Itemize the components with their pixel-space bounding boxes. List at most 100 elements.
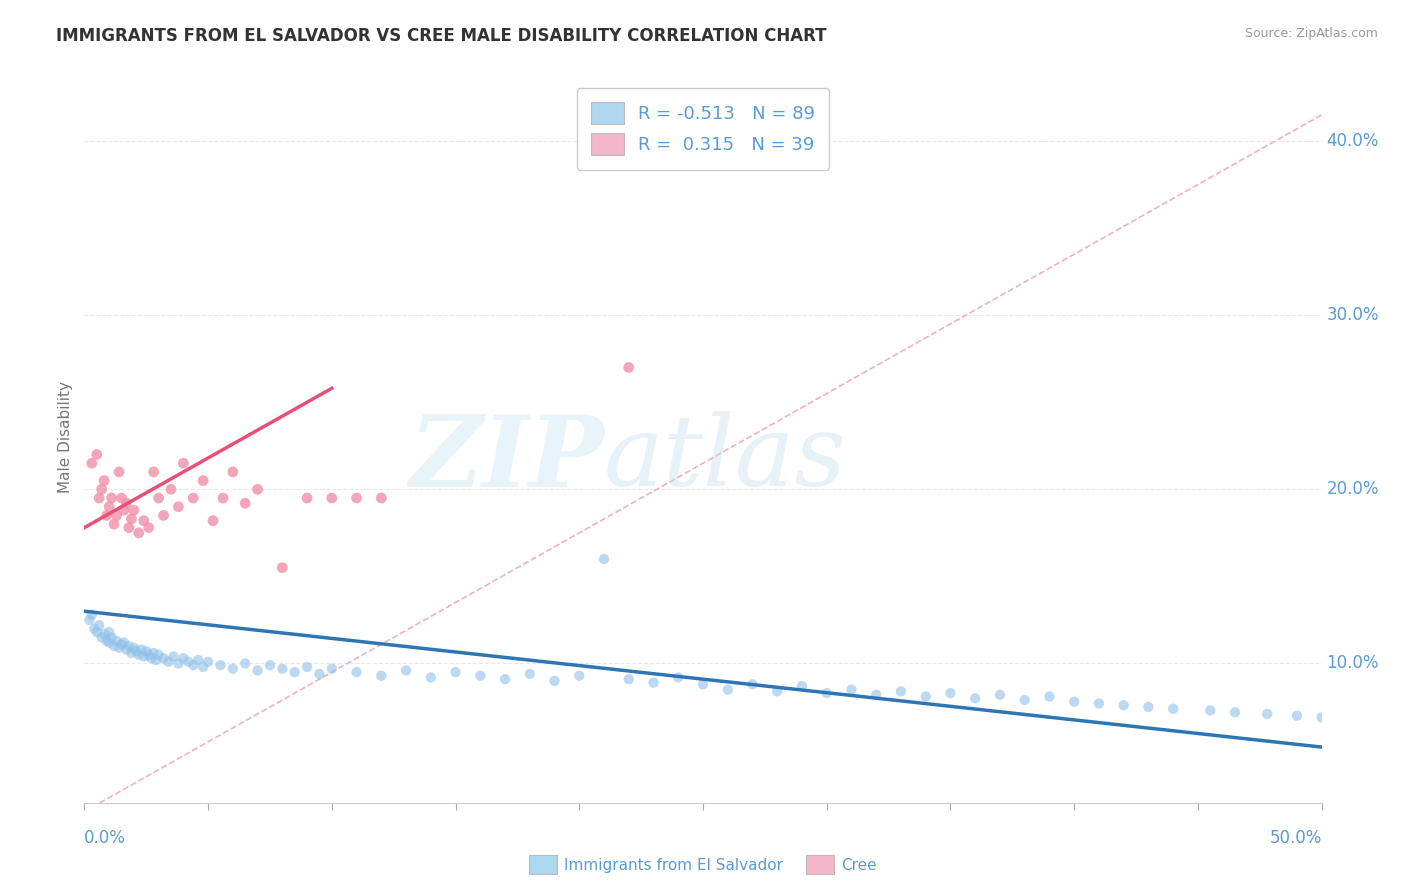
Point <box>148 648 170 662</box>
Point <box>181 491 204 505</box>
Point <box>1310 710 1333 724</box>
Point <box>105 508 128 523</box>
Point <box>939 686 962 700</box>
Point <box>271 560 294 574</box>
Point <box>295 660 318 674</box>
Point <box>233 657 256 671</box>
Point <box>160 483 183 497</box>
Point <box>172 456 194 470</box>
Point <box>110 491 132 505</box>
Point <box>120 646 142 660</box>
Point <box>246 483 269 497</box>
Point <box>914 690 936 704</box>
Point <box>444 665 467 680</box>
Point <box>145 653 167 667</box>
Point <box>494 672 516 686</box>
Point <box>177 655 200 669</box>
Point <box>308 667 330 681</box>
Point <box>115 496 138 510</box>
Point <box>79 613 101 627</box>
Text: 20.0%: 20.0% <box>1327 480 1379 499</box>
Point <box>1038 690 1060 704</box>
Point <box>212 491 235 505</box>
Point <box>370 491 392 505</box>
Point <box>197 655 219 669</box>
Point <box>103 517 125 532</box>
Point <box>108 640 131 655</box>
Point <box>172 651 194 665</box>
Legend: Immigrants from El Salvador, Cree: Immigrants from El Salvador, Cree <box>523 849 883 880</box>
Point <box>965 691 987 706</box>
Point <box>321 491 343 505</box>
Point <box>271 662 294 676</box>
Point <box>284 665 307 680</box>
Point <box>717 682 740 697</box>
Point <box>865 688 887 702</box>
Point <box>132 649 155 664</box>
Text: 40.0%: 40.0% <box>1327 132 1379 150</box>
Point <box>110 637 132 651</box>
Point <box>93 627 115 641</box>
Text: Source: ZipAtlas.com: Source: ZipAtlas.com <box>1244 27 1378 40</box>
Point <box>1014 693 1036 707</box>
Point <box>138 648 160 662</box>
Point <box>187 653 209 667</box>
Point <box>1137 700 1160 714</box>
Point <box>142 646 165 660</box>
Point <box>118 639 141 653</box>
Point <box>246 664 269 678</box>
Point <box>128 648 150 662</box>
Point <box>209 658 232 673</box>
Point <box>321 662 343 676</box>
Point <box>86 448 108 462</box>
Point <box>1063 695 1085 709</box>
Point <box>167 500 190 514</box>
Point <box>741 677 763 691</box>
Point <box>419 670 441 684</box>
Point <box>122 640 145 655</box>
Point <box>259 658 281 673</box>
Point <box>86 625 108 640</box>
Point <box>152 651 174 665</box>
Point <box>157 655 180 669</box>
Point <box>790 679 813 693</box>
Point <box>142 465 165 479</box>
Point <box>98 635 121 649</box>
Point <box>181 658 204 673</box>
Point <box>132 514 155 528</box>
Point <box>96 508 118 523</box>
Point <box>988 688 1011 702</box>
Point <box>128 525 150 540</box>
Point <box>118 521 141 535</box>
Point <box>692 677 714 691</box>
Text: 50.0%: 50.0% <box>1270 829 1322 847</box>
Text: ZIP: ZIP <box>409 411 605 508</box>
Point <box>135 644 157 658</box>
Point <box>83 622 105 636</box>
Point <box>98 500 121 514</box>
Point <box>295 491 318 505</box>
Point <box>105 633 128 648</box>
Point <box>100 631 122 645</box>
Point <box>80 456 103 470</box>
Point <box>167 657 190 671</box>
Point <box>141 651 163 665</box>
Point <box>125 644 148 658</box>
Text: atlas: atlas <box>605 411 846 507</box>
Point <box>1199 704 1222 718</box>
Point <box>841 682 863 697</box>
Text: 0.0%: 0.0% <box>84 829 127 847</box>
Point <box>115 642 138 657</box>
Point <box>1285 708 1308 723</box>
Point <box>112 503 135 517</box>
Point <box>222 465 245 479</box>
Point <box>346 665 368 680</box>
Point <box>1112 698 1135 713</box>
Text: 10.0%: 10.0% <box>1327 655 1379 673</box>
Point <box>222 662 245 676</box>
Point <box>120 512 142 526</box>
Point <box>1161 702 1184 716</box>
Point <box>470 668 492 682</box>
Point <box>233 496 256 510</box>
Point <box>191 474 214 488</box>
